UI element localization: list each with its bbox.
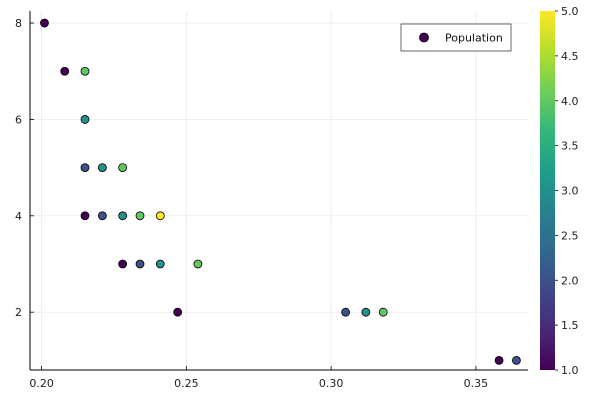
- scatter-point: [155, 259, 165, 269]
- legend-label: Population: [445, 32, 503, 45]
- scatter-point: [173, 307, 183, 317]
- scatter-point: [80, 163, 90, 173]
- colorbar: 1.0 1.5 2.0 2.5 3.0 3.5 4.0 4.5 5.0: [540, 5, 579, 377]
- colorbar-tick-label: 4.0: [561, 95, 579, 108]
- x-tick-label: 0.35: [464, 377, 489, 390]
- data-points: [40, 18, 521, 365]
- scatter-point: [60, 66, 70, 76]
- x-tick-label: 0.20: [29, 377, 54, 390]
- scatter-point: [118, 259, 128, 269]
- plot-area: 0.20 0.25 0.30 0.35 2 4 6 8: [15, 11, 528, 390]
- x-tick-label: 0.30: [319, 377, 344, 390]
- colorbar-tick-label: 2.5: [561, 229, 579, 242]
- scatter-point: [135, 211, 145, 221]
- scatter-point: [97, 163, 107, 173]
- legend-marker: [419, 32, 429, 43]
- scatter-point: [512, 355, 521, 365]
- scatter-point: [40, 18, 49, 28]
- x-axis-ticks: 0.20 0.25 0.30 0.35: [29, 366, 488, 390]
- scatter-point: [97, 211, 107, 221]
- scatter-point: [341, 307, 350, 317]
- scatter-point: [155, 211, 165, 221]
- y-tick-label: 6: [15, 113, 22, 126]
- colorbar-tick-label: 1.5: [561, 319, 579, 332]
- axes: [29, 11, 528, 371]
- legend: Population: [400, 23, 512, 52]
- scatter-point: [118, 211, 128, 221]
- colorbar-tick-label: 2.0: [561, 274, 579, 287]
- x-tick-label: 0.25: [174, 377, 199, 390]
- colorbar-tick-label: 5.0: [561, 5, 579, 18]
- scatter-point: [80, 211, 90, 221]
- colorbar-tick-label: 3.0: [561, 185, 579, 198]
- y-axis-ticks: 2 4 6 8: [15, 17, 34, 319]
- scatter-point: [193, 259, 203, 269]
- colorbar-tick-label: 3.5: [561, 140, 579, 153]
- y-tick-label: 2: [15, 306, 22, 319]
- scatter-point: [135, 259, 145, 269]
- scatter-point: [80, 115, 90, 124]
- colorbar-ticks: 1.0 1.5 2.0 2.5 3.0 3.5 4.0 4.5 5.0: [555, 5, 579, 377]
- colorbar-tick-label: 4.5: [561, 50, 579, 63]
- scatter-point: [378, 307, 388, 317]
- colorbar-gradient: [540, 11, 555, 370]
- scatter-point: [80, 66, 90, 76]
- colorbar-tick-label: 1.0: [561, 364, 579, 377]
- y-tick-label: 8: [15, 17, 22, 30]
- scatter-point: [118, 163, 128, 173]
- gridlines: [30, 11, 528, 370]
- scatter-point: [361, 307, 371, 317]
- y-tick-label: 4: [15, 210, 22, 223]
- scatter-point: [494, 355, 504, 365]
